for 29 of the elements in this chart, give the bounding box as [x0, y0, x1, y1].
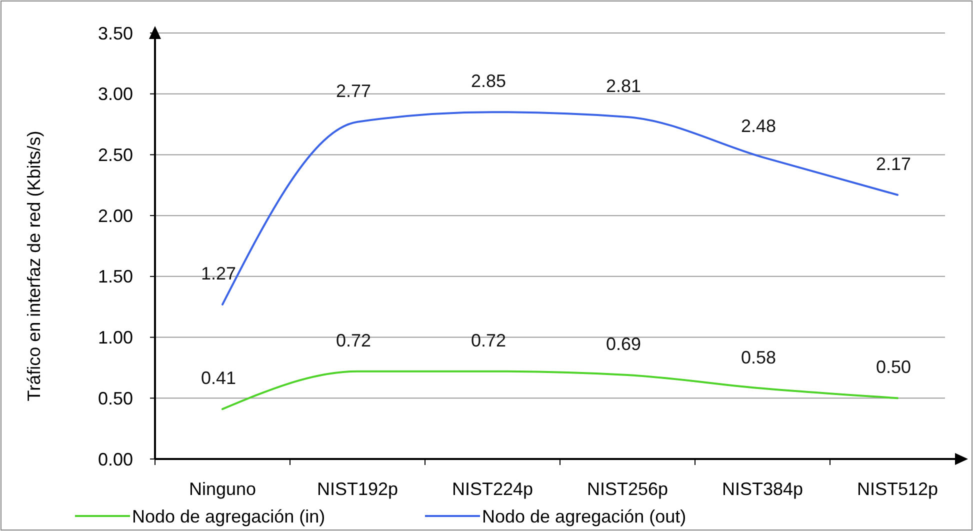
y-tick-label: 1.00 [98, 328, 133, 348]
x-tick-label: Ninguno [188, 479, 256, 499]
x-tick-label: NIST256p [586, 479, 668, 499]
x-tick-label: NIST384p [722, 479, 804, 499]
data-label: 1.27 [200, 263, 236, 284]
y-tick-label: 2.50 [98, 145, 133, 166]
data-label: 0.58 [740, 347, 776, 368]
legend-label: Nodo de agregación (in) [132, 506, 326, 526]
y-tick-label: 3.00 [98, 84, 133, 104]
x-tick-label: NIST192p [316, 479, 398, 499]
y-tick-label: 1.50 [98, 266, 133, 287]
data-label: 2.17 [876, 154, 912, 174]
data-label: 0.50 [876, 357, 912, 378]
y-tick-label: 0.00 [98, 449, 133, 470]
data-label: 2.48 [740, 116, 776, 136]
y-tick-label: 3.50 [98, 23, 133, 44]
x-tick-label: NIST224p [452, 479, 534, 499]
y-axis-title: Tráfico en interfaz de red (Kbits/s) [24, 130, 44, 402]
data-label: 0.72 [336, 330, 372, 350]
y-tick-label: 2.00 [98, 206, 133, 226]
data-label: 0.69 [606, 334, 642, 354]
data-label: 0.41 [200, 368, 236, 388]
data-label: 2.77 [336, 80, 372, 101]
y-tick-label: 0.50 [98, 388, 133, 408]
data-label: 0.72 [470, 330, 506, 350]
x-tick-label: NIST512p [856, 479, 938, 499]
legend-label: Nodo de agregación (out) [482, 506, 686, 526]
data-label: 2.85 [470, 71, 506, 92]
data-label: 2.81 [606, 76, 642, 96]
